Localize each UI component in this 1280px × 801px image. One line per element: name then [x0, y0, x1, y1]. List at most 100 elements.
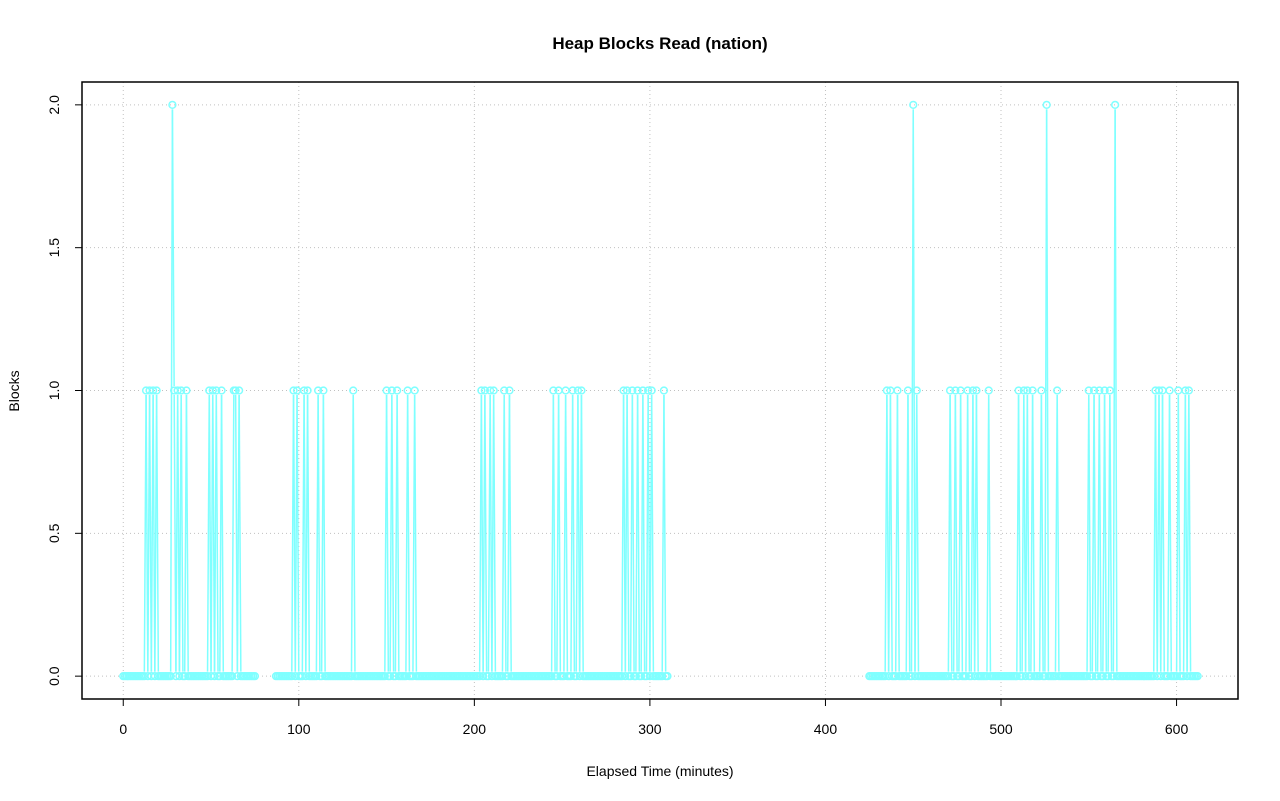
data-point — [912, 386, 921, 395]
data-point — [210, 671, 219, 681]
data-point — [647, 386, 656, 395]
data-point — [392, 386, 402, 395]
data-point — [500, 386, 509, 395]
data-point — [489, 386, 498, 395]
data-point — [1042, 100, 1051, 110]
data-point — [177, 386, 186, 395]
data-point — [208, 386, 217, 395]
series-line-segment — [155, 394, 160, 672]
series-line-segment — [484, 394, 488, 672]
series-line-segment — [503, 394, 507, 672]
series-line-segment — [912, 109, 916, 672]
data-point — [349, 386, 358, 395]
data-point — [380, 671, 389, 681]
data-point — [1098, 671, 1107, 681]
x-tick-label: 400 — [814, 721, 838, 737]
data-point — [385, 671, 395, 681]
series-line-segment — [1098, 394, 1102, 672]
data-point — [1093, 671, 1102, 681]
data-point — [480, 386, 490, 395]
series-line-segment — [1109, 394, 1113, 672]
data-point — [152, 386, 161, 395]
data-point — [1084, 386, 1093, 395]
series-line-segment — [1168, 394, 1173, 672]
series-line-segment — [949, 394, 953, 672]
y-tick-label: 2.0 — [46, 95, 62, 115]
x-axis-label: Elapsed Time (minutes) — [586, 763, 733, 779]
data-point — [1105, 386, 1114, 395]
x-axis: 0 100 200 300 400 500 600 — [119, 698, 1188, 737]
data-point — [477, 386, 486, 395]
data-point — [561, 386, 570, 395]
series-line-segment — [180, 394, 184, 672]
series-line-segment — [966, 394, 971, 672]
x-tick-label: 0 — [119, 721, 127, 737]
y-axis-label: Blocks — [6, 370, 22, 411]
x-tick-label: 300 — [638, 721, 662, 737]
series-line-segment — [385, 394, 390, 672]
data-point — [577, 386, 586, 395]
data-point — [573, 386, 583, 395]
series-line-segment — [896, 394, 900, 672]
series-line-segment — [975, 394, 979, 672]
series-line-segment — [1103, 394, 1108, 672]
data-point — [1103, 671, 1113, 681]
data-point — [173, 386, 182, 395]
data-point — [1193, 671, 1202, 681]
data-point — [227, 671, 237, 681]
data-point — [1100, 386, 1109, 395]
data-point — [963, 386, 972, 395]
series-line-segment — [1026, 394, 1030, 672]
series-line-segment — [552, 394, 556, 672]
series-line-segment — [1031, 394, 1036, 672]
data-point — [1088, 671, 1097, 681]
series-line-segment — [492, 394, 497, 672]
data-point — [410, 386, 419, 395]
data-point — [644, 386, 653, 395]
series-line-segment — [322, 394, 326, 672]
data-point — [638, 386, 648, 395]
series-line-segment — [1017, 394, 1022, 672]
data-point — [387, 386, 396, 395]
x-tick-label: 100 — [287, 721, 311, 737]
x-tick-label: 200 — [463, 721, 487, 737]
series-line-segment — [557, 394, 562, 672]
series-line-segment — [413, 394, 418, 672]
data-point — [1165, 386, 1174, 395]
data-point — [1019, 386, 1028, 395]
data-point — [549, 386, 558, 395]
series-line-segment — [231, 394, 235, 672]
data-point — [626, 671, 635, 681]
data-point — [622, 386, 632, 395]
series-line-segment — [1056, 394, 1060, 672]
y-tick-label: 0.0 — [46, 666, 62, 686]
data-point — [659, 386, 669, 395]
data-point — [633, 386, 642, 395]
series-line-segment — [1088, 394, 1092, 672]
data-point — [1110, 100, 1120, 110]
data-point — [1089, 386, 1099, 395]
data-point — [961, 671, 971, 681]
series-line-segment — [296, 394, 300, 672]
data-point — [319, 386, 328, 395]
data-point — [949, 671, 958, 681]
data-point — [628, 386, 637, 395]
data-point — [212, 386, 221, 395]
data-point — [944, 671, 953, 681]
data-point — [636, 671, 646, 681]
data-point — [289, 386, 298, 395]
series-line-segment — [663, 394, 667, 672]
series-line-segment — [642, 394, 646, 672]
series-line-segment — [907, 394, 911, 672]
data-point — [486, 386, 495, 395]
data-point — [893, 386, 902, 395]
data-point — [1035, 671, 1044, 681]
series-line-segment — [564, 394, 569, 672]
data-point — [1082, 671, 1092, 681]
y-tick-label: 1.0 — [46, 381, 62, 401]
series-line-segment — [636, 394, 641, 672]
data-point — [1012, 671, 1021, 681]
series-line-segment — [954, 394, 958, 672]
series-line-segment — [171, 109, 175, 387]
